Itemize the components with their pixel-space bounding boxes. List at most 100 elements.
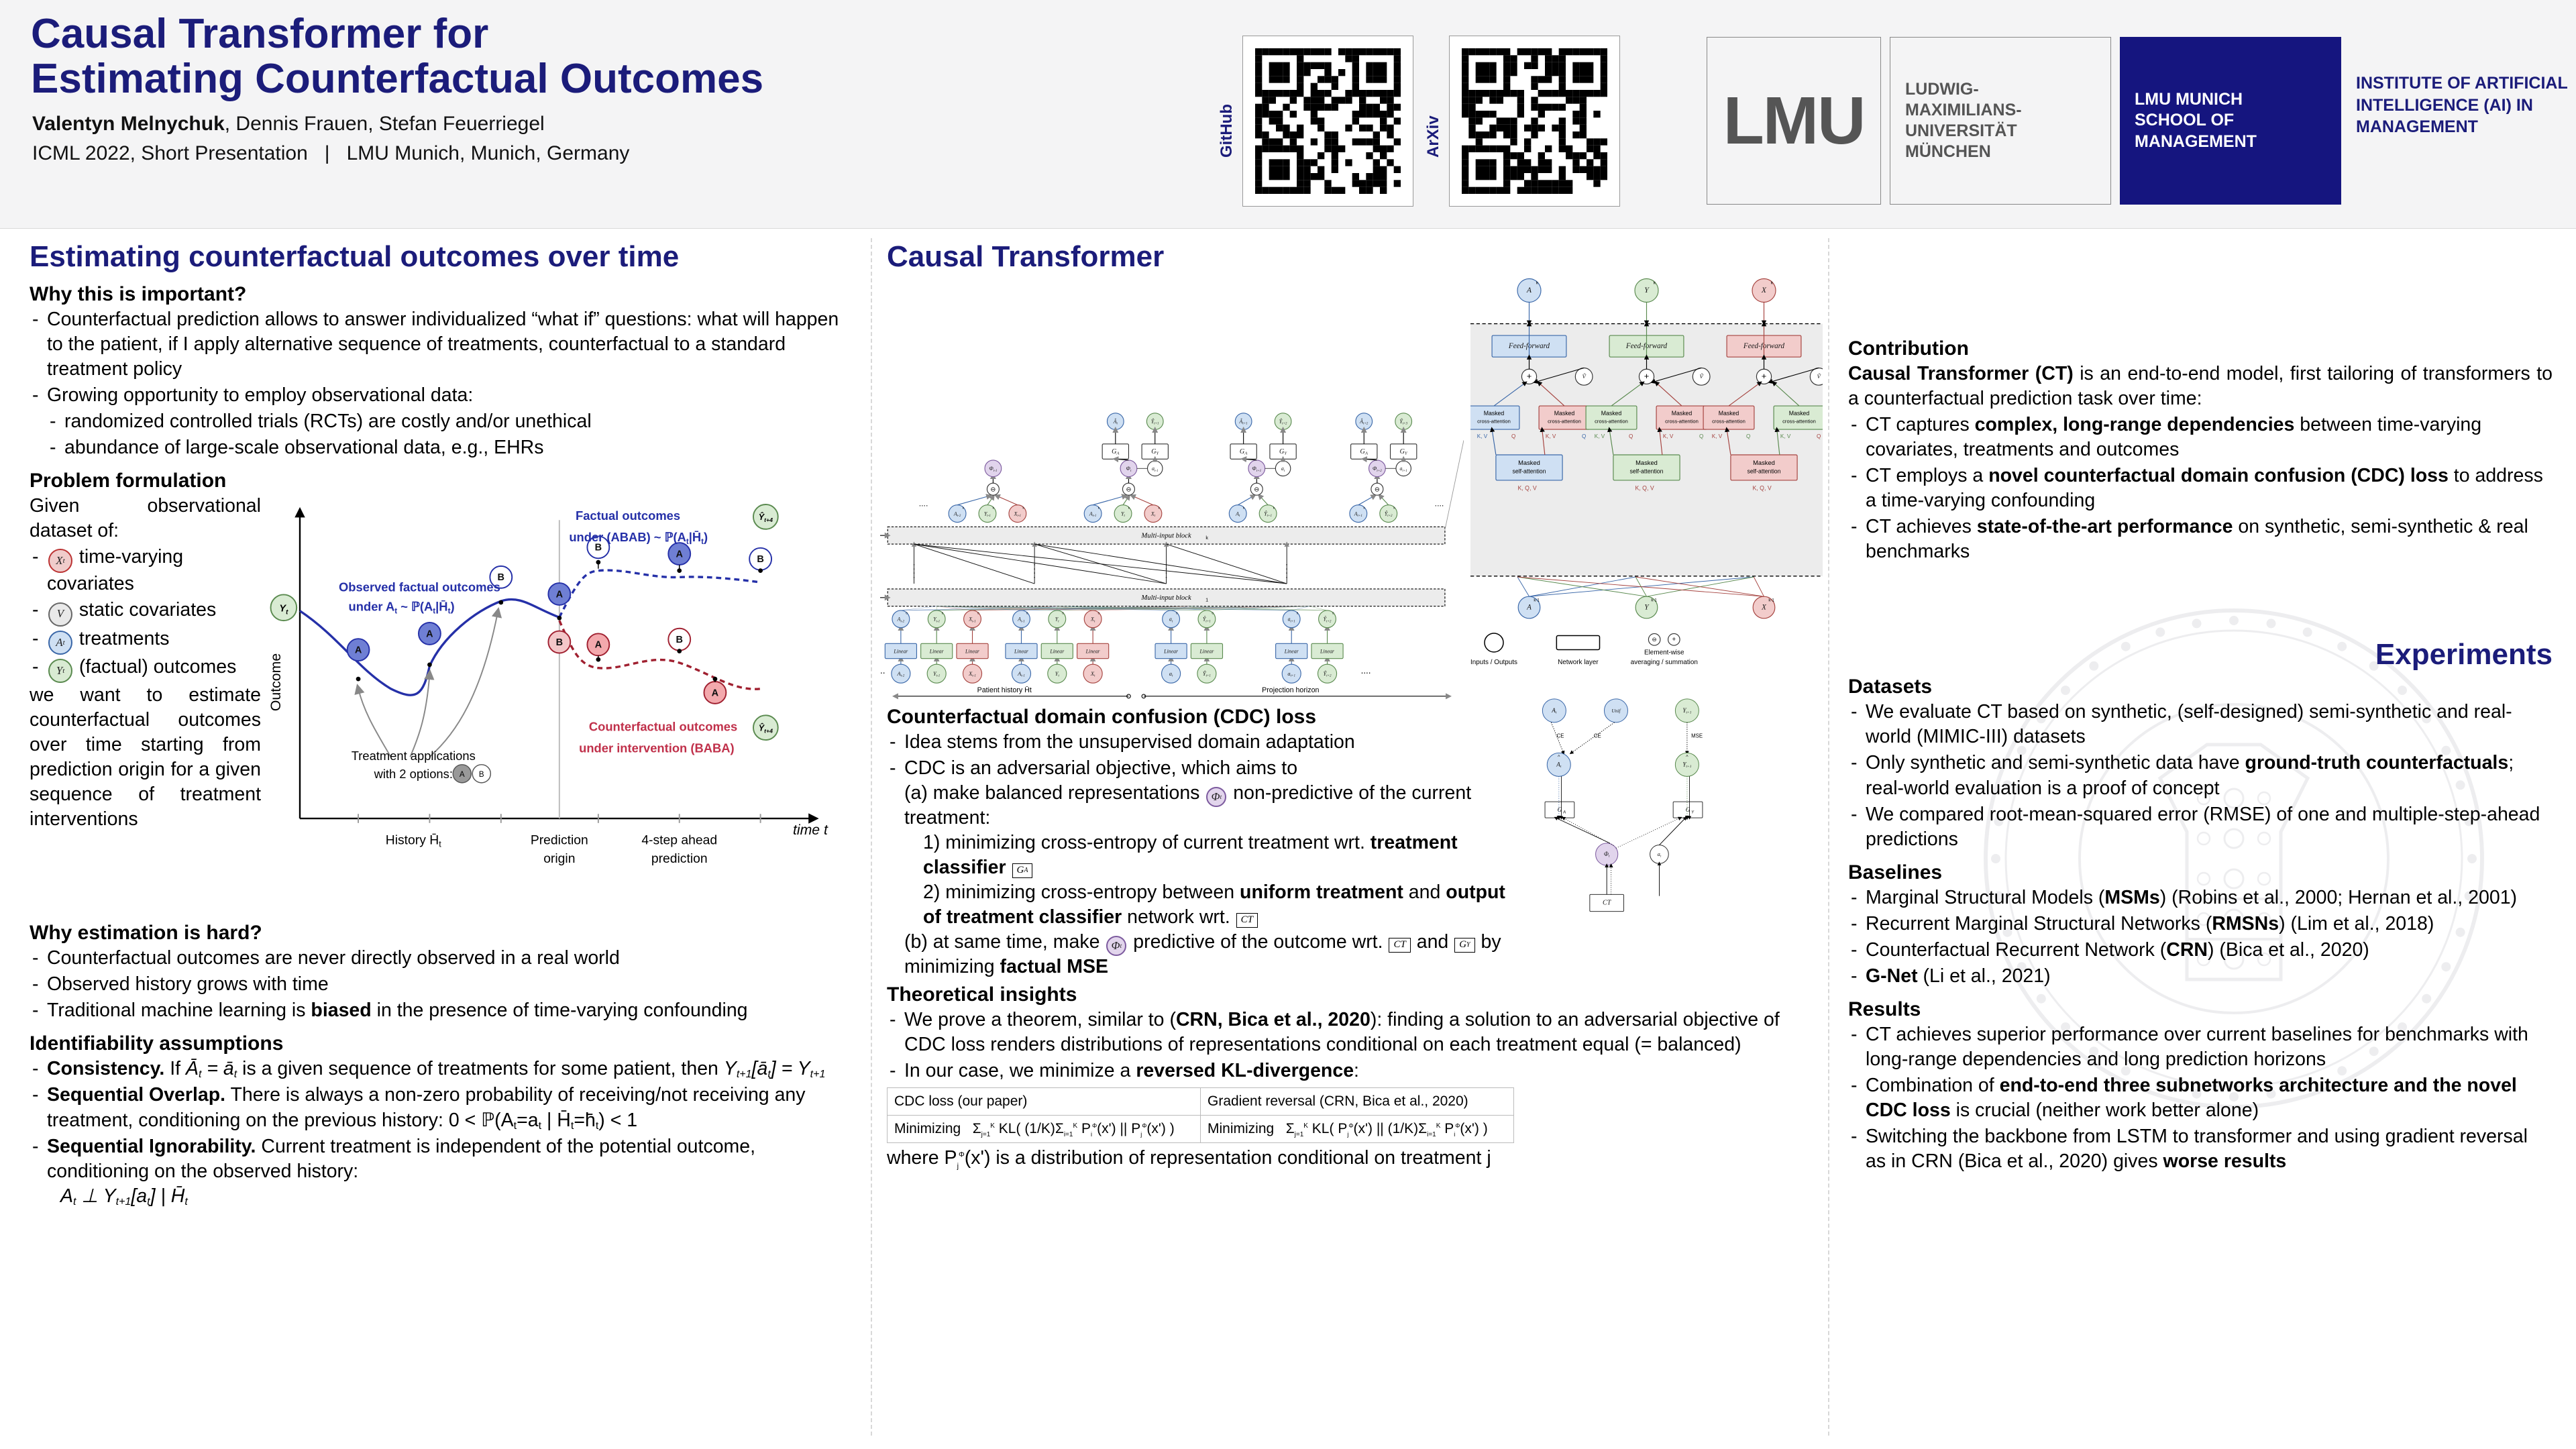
svg-text:origin: origin [543,851,575,866]
svg-text:^: ^ [1558,753,1560,759]
svg-text:Masked: Masked [1753,460,1775,466]
svg-text:cross-attention: cross-attention [1782,419,1816,425]
svg-text:A: A [1526,286,1532,294]
svg-text:prediction: prediction [651,851,708,866]
svg-text:Prediction: Prediction [531,833,588,848]
svg-text:A: A [676,549,683,560]
svg-text:k-1: k-1 [1651,598,1657,603]
svg-text:Linear: Linear [1199,648,1214,654]
svg-text:⊖: ⊖ [1126,486,1131,494]
svg-text:B: B [676,635,682,645]
svg-text:Outcome: Outcome [268,653,284,711]
svg-text:Linear: Linear [1163,648,1179,654]
svg-text:k-1: k-1 [1768,598,1774,603]
svg-text:B: B [556,637,563,648]
svg-text:Linear: Linear [1049,648,1065,654]
svg-text:⊖: ⊖ [1652,636,1657,643]
svg-text:X: X [1761,603,1767,611]
svg-text:cross-attention: cross-attention [1712,419,1746,425]
svg-text:B: B [757,554,763,565]
svg-text:CE: CE [1594,733,1601,739]
svg-text:K, V: K, V [1595,433,1605,439]
svg-text:K, V: K, V [1663,433,1674,439]
svg-text:+: + [1672,636,1676,643]
svg-text:CE: CE [1557,733,1564,739]
svg-text:A: A [355,645,362,656]
svg-text:Masked: Masked [1554,410,1575,417]
svg-text:⊖: ⊖ [1375,486,1380,494]
svg-text:A: A [556,590,564,600]
svg-text:Multi-input block: Multi-input block [1140,594,1191,602]
svg-text:Observed factual outcomes: Observed factual outcomes [339,580,500,594]
svg-text:with 2 options:: with 2 options: [374,767,453,781]
svg-text:Linear: Linear [1014,648,1029,654]
svg-text:Q: Q [1699,433,1703,439]
svg-text:A: A [595,640,602,651]
svg-text:....: .... [1435,498,1444,508]
svg-text:Q: Q [1817,433,1821,439]
svg-text:self-attention: self-attention [1629,468,1663,474]
svg-text:⊖: ⊖ [990,486,996,494]
svg-text:....: .... [880,665,885,676]
svg-text:+: + [1762,371,1767,381]
svg-text:K, V: K, V [1780,433,1791,439]
svg-text:Patient history H̄t: Patient history H̄t [977,686,1032,695]
svg-text:self-attention: self-attention [1747,468,1780,474]
svg-text:K, V: K, V [1477,433,1488,439]
svg-text:Inputs / Outputs: Inputs / Outputs [1470,659,1517,666]
svg-text:under (ABAB) ~ ℙ(At|H̄t): under (ABAB) ~ ℙ(At|H̄t) [569,530,708,546]
svg-text:Linear: Linear [1284,648,1299,654]
svg-text:Linear: Linear [929,648,945,654]
svg-text:MSE: MSE [1691,733,1703,739]
svg-text:A: A [712,688,719,699]
svg-text:K, Q, V: K, Q, V [1753,484,1772,491]
svg-text:cross-attention: cross-attention [1477,419,1511,425]
svg-text:A: A [1562,811,1566,815]
svg-text:Linear: Linear [1320,648,1335,654]
svg-text:1: 1 [1205,596,1208,602]
svg-text:B: B [479,770,484,779]
svg-text:under At ~ ℙ(At|H̄t): under At ~ ℙ(At|H̄t) [349,600,455,616]
svg-text:Linear: Linear [1085,648,1101,654]
svg-text:Linear: Linear [965,648,980,654]
svg-text:Projection horizon: Projection horizon [1262,686,1319,694]
svg-text:Treatment applications: Treatment applications [352,749,476,763]
svg-text:Element-wise: Element-wise [1644,649,1684,656]
svg-text:Counterfactual outcomes: Counterfactual outcomes [589,720,737,734]
svg-text:Masked: Masked [1484,410,1505,417]
svg-text:K, Q, V: K, Q, V [1518,484,1537,491]
svg-text:averaging / summation: averaging / summation [1631,659,1698,666]
svg-text:CT: CT [1603,900,1612,907]
svg-text:^: ^ [1686,753,1688,759]
svg-text:self-attention: self-attention [1512,468,1546,474]
svg-text:Masked: Masked [1518,460,1540,466]
svg-text:Masked: Masked [1635,460,1658,466]
svg-text:Network layer: Network layer [1558,659,1599,666]
svg-text:X: X [1761,286,1767,294]
svg-text:cross-attention: cross-attention [1548,419,1581,425]
svg-text:Linear: Linear [893,648,908,654]
svg-text:⊖: ⊖ [1254,486,1259,494]
svg-text:A: A [460,770,465,779]
svg-text:Masked: Masked [1672,410,1693,417]
svg-text:A: A [1526,603,1532,611]
svg-text:K, V: K, V [1712,433,1723,439]
svg-text:+: + [1527,371,1532,381]
svg-text:Q: Q [1582,433,1586,439]
svg-text:Masked: Masked [1789,410,1810,417]
svg-text:Factual outcomes: Factual outcomes [576,509,680,523]
svg-text:Q: Q [1511,433,1515,439]
svg-text:Q: Q [1629,433,1633,439]
svg-text:K, Q, V: K, Q, V [1635,484,1654,491]
svg-text:....: .... [1361,665,1371,676]
svg-text:....: .... [919,498,928,508]
svg-text:k-1: k-1 [1534,598,1540,603]
svg-text:4-step ahead: 4-step ahead [641,833,717,848]
svg-text:under intervention (BABA): under intervention (BABA) [579,741,735,755]
svg-text:A: A [426,629,433,640]
svg-text:cross-attention: cross-attention [1595,419,1628,425]
svg-text:K, V: K, V [1546,433,1556,439]
svg-text:+: + [1644,371,1650,381]
svg-text:cross-attention: cross-attention [1665,419,1699,425]
svg-text:k: k [1205,535,1208,541]
